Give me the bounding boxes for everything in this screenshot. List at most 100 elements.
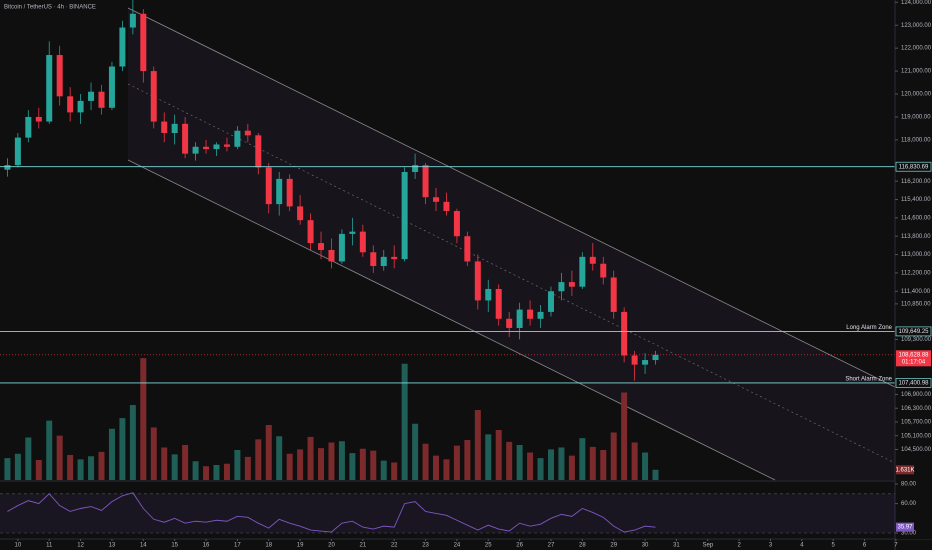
x-tick-label: 10 [15,543,22,549]
y-tick-label: 120,000.00 [901,92,932,98]
candle-body [443,201,450,211]
candle-body [621,311,628,356]
volume-bar [516,445,523,480]
volume-bar [537,458,544,480]
volume-bar [129,405,136,480]
rsi-tick-label: 60.00 [901,501,917,507]
candle-body [422,165,429,198]
x-tick-label: 14 [140,543,147,549]
candle-body [412,165,419,173]
channel-fill [128,8,895,480]
x-tick-label: 28 [579,543,586,549]
candle-body [67,96,74,113]
rsi-tick-label: 30.00 [901,531,917,537]
candle-body [516,309,523,328]
price-layer: Long Alarm Zone Short Alarm Zone [0,0,895,384]
y-tick-label: 105,700.00 [901,420,932,426]
x-tick-label: 25 [485,543,492,549]
level-label-box [895,161,932,172]
rsi-band [0,493,895,534]
x-tick-label: Sep [702,543,713,549]
y-tick-label: 119,000.00 [901,115,931,121]
y-tick-label: 109,300.00 [901,337,932,343]
candle-body [255,135,262,168]
x-tick-label: 4 [800,543,804,549]
level-label: 107,400.98 [898,381,929,387]
volume-bar [223,463,230,480]
x-tick-label: 22 [391,543,398,549]
volume-bar [527,452,534,480]
x-tick-label: 5 [832,543,836,549]
candle-body [88,91,95,101]
volume-bar [150,427,157,480]
y-tick-label: 114,600.00 [901,215,931,221]
x-tick-label: 20 [328,543,335,549]
candle-body [244,130,251,136]
candle-body [464,236,471,262]
x-tick-label: 11 [46,543,53,549]
rsi-layer [0,492,895,534]
volume-bar [464,440,471,480]
candle-body [338,233,345,262]
candle-body [4,165,11,170]
candle-body [537,311,544,319]
volume-bar [140,358,147,480]
candle-body [380,256,387,267]
countdown-label: 01:17:04 [902,359,926,365]
candle-body [642,360,649,365]
candle-body [265,167,272,205]
candle-body [391,256,398,260]
candle-body [631,355,638,365]
candle-body [286,178,293,207]
volume-bar [652,469,659,480]
candle-body [328,249,335,262]
volume-bar [338,441,345,480]
volume-bar [412,423,419,480]
candle-body [140,13,147,72]
candle-body [213,144,220,150]
candle-body [349,231,356,234]
volume-bar [401,363,408,480]
candle-body [432,197,439,202]
rsi-label-box [896,522,914,532]
volume-bar [119,418,126,480]
volume-bar [318,448,325,480]
candle-body [129,13,136,28]
candle-body [182,123,189,154]
candle-body [527,309,534,319]
y-tick-label: 104,500.00 [901,447,932,453]
volume-label: 1.631K [895,467,914,473]
x-tick-label: 19 [297,543,304,549]
candle-body [161,121,168,134]
volume-bar [391,462,398,480]
x-tick-label: 17 [234,543,241,549]
candle-body [453,210,460,237]
volume-bar [297,449,304,480]
y-tick-label: 111,400.00 [901,289,931,295]
candle-body [171,123,178,134]
volume-bar [474,410,481,480]
volume-bar [77,459,84,480]
candle-body [318,243,325,250]
volume-bar [192,461,199,480]
candle-body [14,137,21,166]
y-tick-label: 118,000.00 [901,137,931,143]
y-tick-label: 106,300.00 [901,406,932,412]
candle-body [98,91,105,108]
volume-bar [4,458,11,480]
volume-bar [568,455,575,480]
candle-body [46,55,53,122]
candle-body [56,55,63,97]
y-tick-label: 113,000.00 [901,252,931,258]
volume-bar [547,449,554,480]
volume-bar [631,442,638,480]
x-tick-label: 31 [673,543,680,549]
x-tick-label: 12 [77,543,84,549]
x-tick-label: 24 [454,543,461,549]
y-tick-label: 115,400.00 [901,197,931,203]
candle-body [652,354,659,361]
volume-bar [579,438,586,480]
volume-bar [349,453,356,480]
chart-title: Bitcoin / TetherUS · 4h · BINANCE [4,5,96,11]
